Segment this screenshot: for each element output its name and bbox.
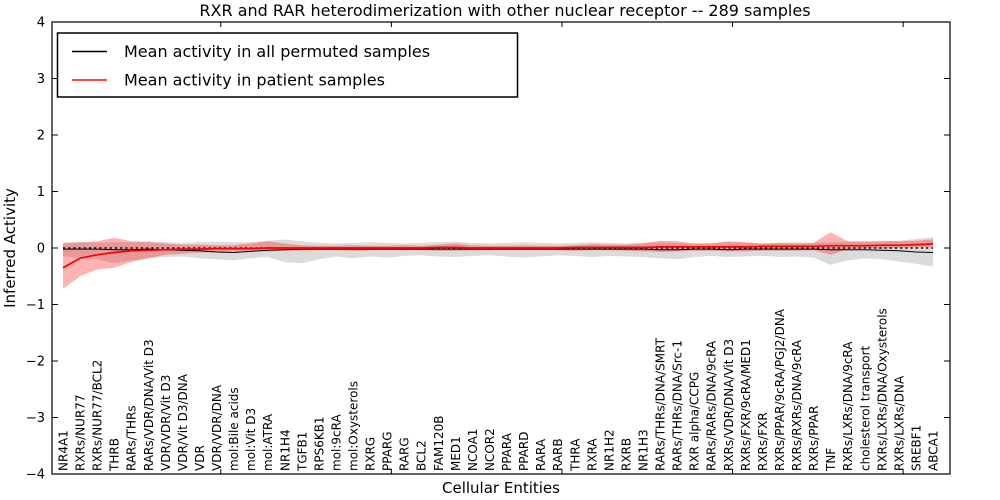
x-category-label: VDR/VDR/Vit D3 — [159, 375, 173, 471]
x-axis-label: Cellular Entities — [442, 479, 560, 497]
x-category-label: TGFB1 — [295, 432, 309, 472]
x-category-label: RARs/THRs — [125, 405, 139, 471]
x-category-label: RARs/RARs/DNA/9cRA — [705, 340, 719, 471]
x-category-label: TNF — [824, 448, 838, 472]
x-category-label: NR4A1 — [57, 430, 71, 471]
y-tick-label: −2 — [26, 355, 45, 370]
y-tick-label: 1 — [37, 185, 45, 200]
chart-title: RXR and RAR heterodimerization with othe… — [199, 1, 810, 20]
x-category-label: VDR/VDR/DNA — [210, 384, 224, 471]
x-category-label: RXRs/FXR — [756, 412, 770, 471]
x-category-label: RXRs/FXR/9cRA/MED1 — [739, 339, 753, 471]
x-category-label: RXRs/PPAR/9cRA/PGJ2/DNA — [773, 308, 787, 471]
x-category-label: RXRs/NUR77 — [74, 394, 88, 471]
x-category-label: VDR/Vit D3/DNA — [176, 373, 190, 471]
x-category-label: THRA — [568, 438, 582, 472]
x-category-label: RXRs/RXRs/DNA/9cRA — [790, 339, 804, 471]
x-category-label: RXRA — [585, 438, 599, 471]
x-category-label: RARB — [551, 438, 565, 471]
x-category-label: RARA — [534, 438, 548, 471]
x-category-label: NCOA1 — [466, 429, 480, 471]
x-category-label: THRB — [108, 438, 122, 472]
x-category-label: RXRs/LXRs/DNA/9cRA — [841, 341, 855, 471]
x-category-label: NR1H3 — [637, 429, 651, 471]
x-category-label: FAM120B — [432, 416, 446, 472]
x-category-label: ABCA1 — [927, 431, 941, 471]
x-category-label: RXR alpha/CCPG — [688, 372, 702, 471]
y-tick-label: 4 — [37, 16, 45, 31]
x-category-label: VDR — [193, 445, 207, 471]
x-category-label: RXRs/VDR/DNA/Vit D3 — [722, 339, 736, 471]
x-category-label: NCOR2 — [483, 428, 497, 471]
x-category-label: RXRs/LXRs/DNA/Oxysterols — [875, 308, 889, 471]
band-patient — [63, 232, 933, 289]
y-tick-label: 0 — [37, 242, 45, 257]
x-category-label: BCL2 — [415, 440, 429, 471]
x-category-label: mol:ATRA — [261, 413, 275, 471]
x-category-label: cholesterol transport — [858, 345, 872, 471]
y-tick-label: −4 — [26, 468, 45, 483]
x-category-label: RARs/THRs/DNA/SMRT — [654, 337, 668, 471]
y-tick-label: −1 — [26, 298, 45, 313]
series-line-patient — [62, 243, 934, 269]
band-permuted — [63, 237, 933, 267]
x-category-label: mol:9cRA — [329, 414, 343, 471]
x-category-label: RPS6KB1 — [312, 416, 326, 471]
x-category-label: MED1 — [449, 436, 463, 471]
x-category-label: RXRs/PPAR — [807, 406, 821, 471]
y-axis-label: Inferred Activity — [1, 188, 19, 308]
x-category-label: PPARA — [500, 432, 514, 471]
x-category-label: RXRG — [364, 437, 378, 471]
x-category-label: RARs/VDR/DNA/Vit D3 — [142, 339, 156, 471]
y-tick-label: 3 — [37, 72, 45, 87]
plot-area: −4 −3 −2 −1 0 1 2 3 4 NR4A1 RXRs/NUR77 RXRs/NUR77/B… — [26, 16, 951, 483]
x-category-label: PPARD — [517, 432, 531, 472]
x-category-label: NR1H2 — [602, 429, 616, 471]
x-category-label: RARG — [398, 437, 412, 471]
x-category-label: NR1H4 — [278, 429, 292, 471]
y-tick-label: 2 — [37, 129, 45, 144]
series-line-permuted — [63, 248, 934, 254]
legend-label-permuted: Mean activity in all permuted samples — [124, 42, 430, 61]
x-category-label: mol:Vit D3 — [244, 408, 258, 471]
legend-label-patient: Mean activity in patient samples — [124, 71, 385, 90]
x-category-label: SREBF1 — [909, 425, 923, 471]
x-category-label: RXRs/LXRs/DNA — [892, 375, 906, 471]
x-category-label: RXRs/NUR77/BCL2 — [91, 360, 105, 471]
y-tick-label: −3 — [26, 411, 45, 426]
x-category-label: RARs/THRs/DNA/Src-1 — [671, 340, 685, 471]
legend-box — [56, 32, 519, 98]
x-category-label: PPARG — [381, 431, 395, 471]
x-category-label: mol:Bile acids — [227, 387, 241, 471]
x-category-label: RXRB — [619, 438, 633, 471]
x-category-label: mol:Oxysterols — [347, 381, 361, 471]
